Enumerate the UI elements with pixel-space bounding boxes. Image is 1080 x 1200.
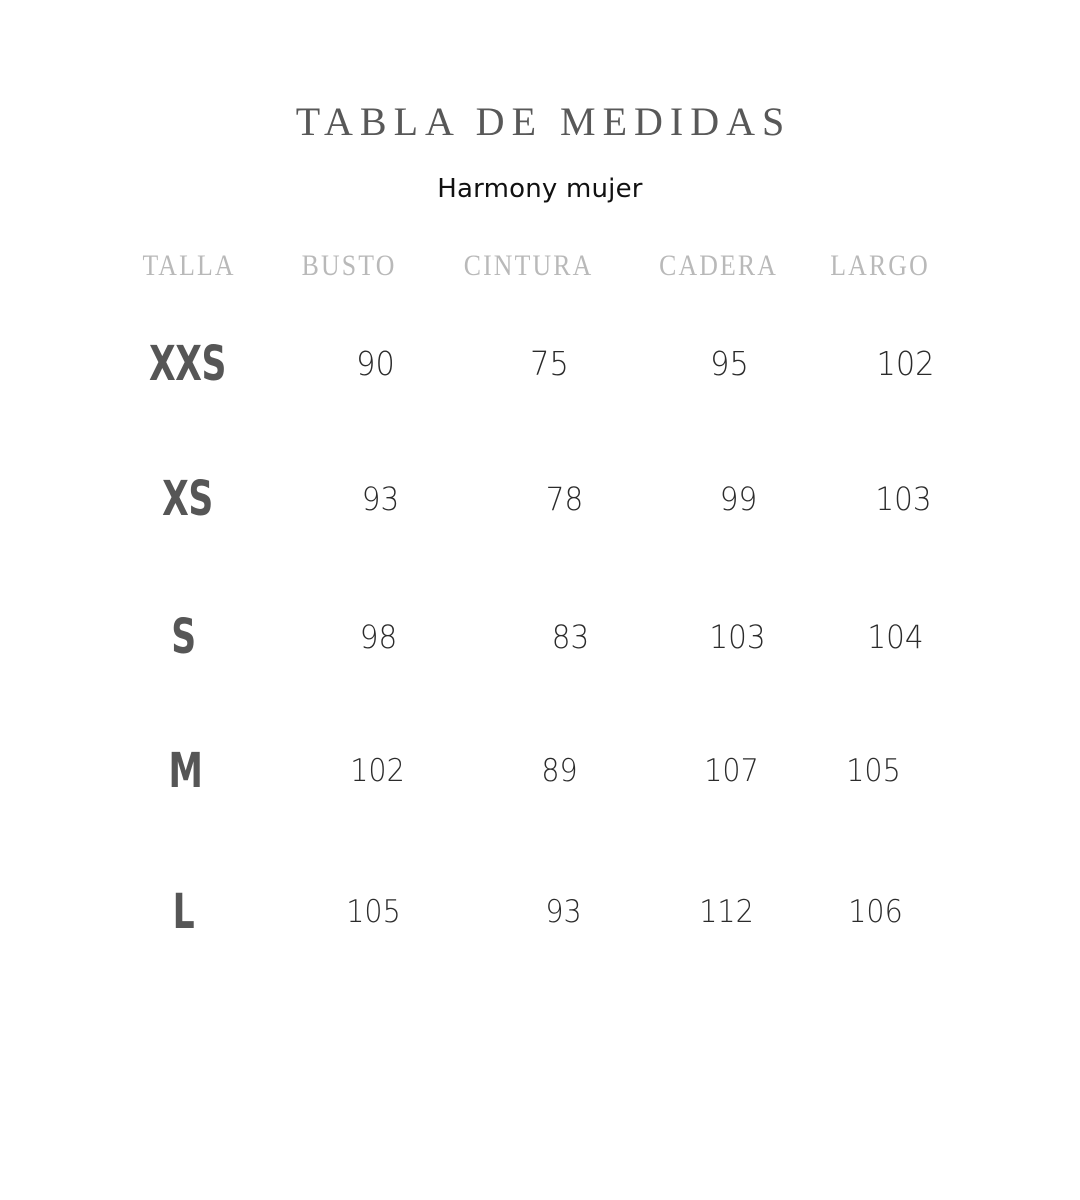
size-label: XS	[162, 471, 213, 527]
page-title: TABLA DE MEDIDAS	[295, 99, 792, 144]
cell-busto: 90	[356, 344, 395, 383]
cell-cadera: 99	[719, 480, 758, 518]
cell-busto: 93	[361, 480, 400, 518]
cell-cintura: 75	[530, 344, 569, 383]
cell-cintura: 93	[545, 894, 582, 930]
cell-largo: 104	[867, 618, 924, 656]
column-header-cintura: CINTURA	[463, 249, 594, 282]
column-header-cadera: CADERA	[659, 249, 779, 282]
cell-largo: 102	[876, 344, 935, 383]
cell-cintura: 83	[551, 618, 590, 656]
column-header-largo: LARGO	[830, 249, 930, 282]
table-row: XXS 90 75 95 102	[0, 336, 1080, 406]
column-header-talla: TALLA	[142, 249, 236, 282]
cell-cadera: 103	[709, 618, 766, 656]
size-label: L	[172, 884, 195, 940]
table-row: XS 93 78 99 103	[0, 471, 1080, 541]
cell-largo: 105	[846, 753, 901, 789]
cell-cadera: 107	[704, 753, 759, 789]
size-label: M	[168, 743, 203, 799]
cell-cadera: 95	[710, 344, 749, 383]
column-header-busto: BUSTO	[301, 249, 397, 282]
cell-cadera: 112	[699, 894, 754, 930]
size-label: S	[171, 609, 196, 665]
table-header-row: TALLA BUSTO CINTURA CADERA LARGO	[0, 248, 1080, 286]
table-row: M 102 89 107 105	[0, 743, 1080, 813]
cell-busto: 98	[359, 618, 398, 656]
table-row: S 98 83 103 104	[0, 609, 1080, 679]
product-subtitle: Harmony mujer	[437, 174, 643, 204]
cell-largo: 106	[848, 894, 903, 930]
cell-largo: 103	[875, 480, 932, 518]
cell-busto: 105	[346, 894, 401, 930]
cell-cintura: 89	[541, 753, 578, 789]
cell-busto: 102	[350, 753, 405, 789]
table-row: L 105 93 112 106	[0, 884, 1080, 954]
cell-cintura: 78	[545, 480, 584, 518]
size-label: XXS	[148, 336, 227, 392]
